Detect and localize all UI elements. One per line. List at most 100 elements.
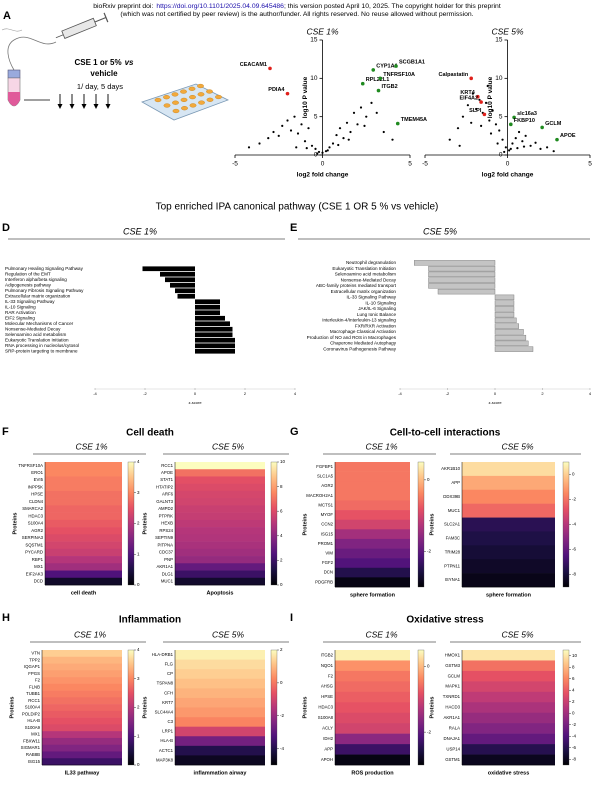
point	[296, 132, 300, 135]
doi-link[interactable]: https://doi.org/10.1101/2025.04.09.64548…	[156, 3, 284, 10]
dosing-label: 1/ day, 5 days	[77, 82, 123, 91]
panel-letter: G	[290, 426, 299, 438]
colorbar-tick-label: 8	[280, 484, 283, 489]
x-tick-label: 0	[321, 161, 325, 168]
chart-title: CSE 1%	[74, 629, 107, 639]
point	[484, 101, 488, 104]
heatmap-cell	[45, 548, 122, 557]
x-axis-label: log2 fold change	[482, 172, 534, 179]
heatmap-cell	[175, 476, 265, 485]
panel-letter: E	[290, 222, 297, 234]
arrow-head	[105, 104, 111, 109]
heatmap-cell	[175, 462, 265, 470]
chart-title: CSE 1%	[123, 226, 157, 236]
row-label: AGR2	[31, 528, 43, 533]
x-tick-label: -4	[93, 391, 97, 396]
row-label: ACLY	[322, 726, 333, 731]
row-label: VTN	[31, 651, 40, 656]
syringe-plunger	[94, 17, 107, 23]
well	[188, 86, 196, 91]
row-label: TPP2	[29, 657, 40, 662]
x-axis-label: z-score	[488, 400, 502, 405]
row-label: PROM1	[318, 541, 334, 546]
bar	[195, 310, 220, 316]
point	[307, 127, 310, 130]
x-tick-label: 4	[589, 391, 592, 396]
heatmap-cell	[175, 577, 265, 586]
point	[552, 150, 555, 153]
point	[516, 147, 519, 150]
heatmap-cell	[42, 758, 122, 766]
highlight-point	[476, 94, 480, 99]
heatmap-cell	[462, 691, 555, 703]
bar	[428, 283, 496, 289]
plate	[141, 83, 230, 121]
colorbar-tick-label: 1	[137, 733, 140, 738]
point	[522, 145, 526, 148]
heatmap-cell	[45, 519, 122, 528]
heatmap-cell	[42, 670, 122, 678]
bar	[494, 317, 517, 324]
gene-label: ITGB2	[382, 84, 398, 90]
point	[247, 146, 251, 149]
heatmap-cell	[335, 754, 410, 766]
heatmap-cell	[42, 697, 122, 705]
point	[470, 121, 473, 124]
heatmap-cell	[462, 573, 555, 588]
row-label: SLC1A5	[317, 474, 334, 479]
point	[314, 147, 317, 150]
arrow-head	[93, 104, 99, 109]
heatmap-cell	[42, 690, 122, 698]
colorbar-tick-label: -2	[280, 713, 284, 718]
heatmap-cell	[42, 731, 122, 739]
category-label: Extracellular matrix organization	[5, 293, 71, 298]
colorbar	[562, 649, 570, 766]
row-label: CFH	[164, 690, 173, 695]
heatmap-cell	[335, 733, 410, 745]
point	[293, 115, 296, 118]
highlight-point	[509, 122, 513, 127]
bar	[142, 266, 195, 272]
heatmap-cell	[335, 558, 410, 569]
heatmap-cell	[45, 563, 122, 571]
colorbar-tick-label: 0	[427, 477, 430, 482]
row-label: F2	[328, 673, 334, 678]
row-label: GSTM1	[445, 757, 460, 762]
heatmap-cell	[335, 744, 410, 755]
tubing	[7, 36, 57, 71]
well	[206, 89, 213, 94]
heatmap-cell	[175, 755, 265, 766]
point	[494, 123, 498, 126]
point	[496, 142, 499, 145]
heatmap-cell	[335, 702, 410, 714]
y-axis-label: Proteins	[12, 512, 18, 534]
section-title: Cell-to-cell interactions	[390, 428, 501, 439]
colorbar-tick-label: 2	[572, 699, 575, 704]
bar	[195, 299, 220, 305]
highlight-point	[395, 121, 400, 126]
colorbar-tick-label: -2	[427, 729, 431, 734]
heatmap-cell	[45, 490, 122, 499]
point	[345, 121, 349, 124]
point	[382, 130, 385, 134]
point	[498, 129, 501, 132]
colorbar-tick-label: -8	[572, 572, 576, 577]
bar	[160, 271, 195, 277]
syringe-needle	[55, 34, 64, 39]
well	[172, 100, 179, 105]
row-label: TNFRSF10A	[18, 463, 43, 468]
heatmap-cell	[42, 751, 122, 759]
heatmap-cell	[335, 548, 410, 559]
gene-label: SLPI	[469, 108, 482, 114]
colorbar-tick-label: 8	[572, 664, 575, 669]
row-label: SERPINA3	[22, 535, 44, 540]
well	[215, 94, 222, 100]
colorbar-tick-label: -2	[572, 722, 576, 727]
x-tick-label: 2	[244, 391, 247, 396]
category-label: Chaperone Mediated Autophagy	[330, 341, 397, 346]
tube-cap	[7, 69, 21, 79]
heatmap-cell	[175, 490, 265, 499]
arrow-head	[81, 104, 87, 109]
row-label: GCLM	[448, 673, 461, 678]
y-axis-label: Proteins	[142, 512, 148, 534]
